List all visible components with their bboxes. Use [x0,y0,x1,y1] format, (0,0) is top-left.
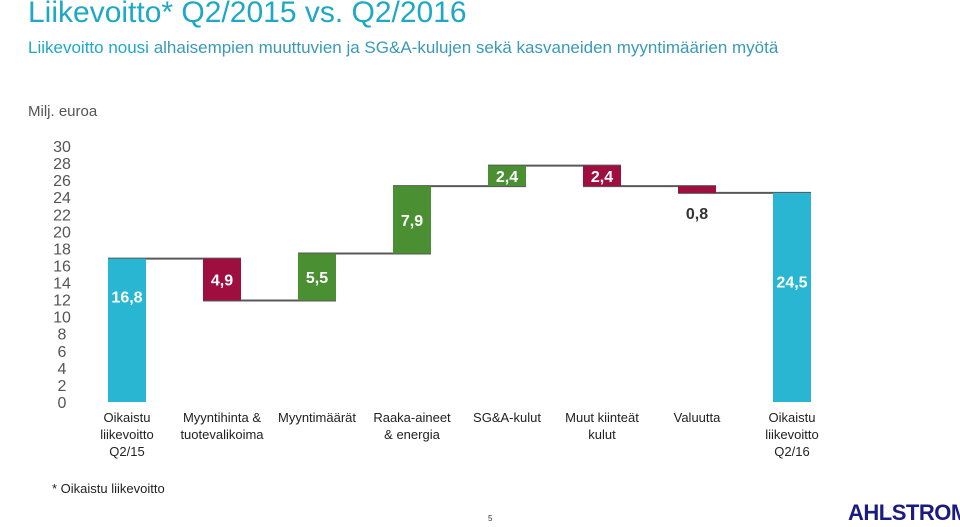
y-tick-label: 20 [53,224,71,241]
subtitle-rest: alhaisempien muuttuvien ja SG&A-kulujen … [148,38,779,57]
y-tick-label: 18 [53,241,71,258]
page-title: Liikevoitto* Q2/2015 vs. Q2/2016 [28,0,467,29]
bars [108,165,811,402]
category-label: Valuutta [674,410,722,425]
ahlstrom-logo: AHLSTROM [848,500,960,525]
category-labels: Oikaistu liikevoitto Q2/15 Myyntihinta & tuo… [100,410,818,459]
y-tick-label: 28 [53,156,71,173]
value-label: 16,8 [111,289,142,306]
category-label: Raaka-aineet & energia [373,410,451,442]
footnote: * Oikaistu liikevoitto [52,481,165,496]
y-tick-label: 26 [53,173,71,190]
y-tick-label: 14 [53,276,71,293]
bar [298,253,336,301]
value-label: 0,8 [686,206,708,223]
y-tick-label: 22 [53,207,71,224]
y-tick-label: 16 [53,258,71,275]
subtitle-lead: Liikevoitto nousi [28,38,149,57]
y-tick-label: 10 [53,310,71,327]
value-label: 2,4 [496,169,518,186]
y-tick-label: 4 [58,361,67,378]
bar [488,165,526,187]
y-tick-label: 30 [53,139,71,156]
value-label: 2,4 [591,169,613,186]
page-number: 5 [488,514,493,523]
category-label: Oikaistu liikevoitto Q2/16 [765,410,818,459]
bar [203,258,241,301]
bar [108,258,146,402]
y-tick-label: 12 [53,293,71,310]
value-label: 7,9 [401,213,423,230]
bar [678,186,716,193]
bar [583,165,621,187]
category-label: Muut kiinteät kulut [565,410,639,442]
bar [393,186,431,254]
y-tick-label: 6 [58,344,67,361]
category-label: Myyntimäärät [278,410,356,425]
page-subtitle: Liikevoitto nousi alhaisempien muuttuvie… [28,38,778,58]
value-label: 24,5 [776,274,807,291]
value-label: 4,9 [211,273,233,290]
y-tick-label: 24 [53,190,71,207]
category-label: Myyntihinta & tuotevalikoima [180,410,264,442]
value-label: 5,5 [306,270,328,287]
category-label: SG&A-kulut [473,410,541,425]
y-axis-unit: Milj. euroa [28,103,98,120]
y-tick-label: 0 [58,395,67,412]
category-label: Oikaistu liikevoitto Q2/15 [100,410,153,459]
value-labels: 16,8 4,9 5,5 7,9 2,4 2,4 0,8 24,5 [111,169,807,306]
y-tick-label: 2 [58,378,67,395]
y-tick-label: 8 [58,327,67,344]
bar [773,192,811,402]
